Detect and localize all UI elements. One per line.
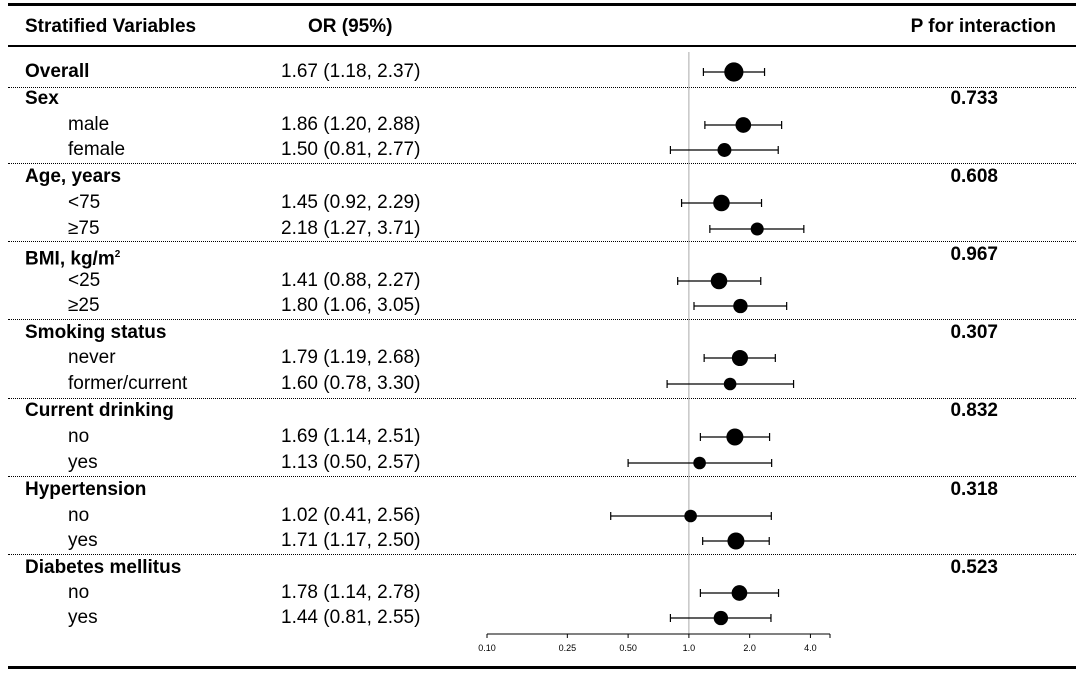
p-interaction-value: 0.733	[950, 88, 998, 109]
or-point	[733, 298, 748, 314]
header-stratified-variables: Stratified Variables	[25, 16, 197, 37]
label-superscript: 2	[114, 249, 121, 260]
or-value: 1.69 (1.14, 2.51)	[281, 426, 421, 447]
subgroup-label: male	[68, 114, 110, 135]
or-value: 1.67 (1.18, 2.37)	[281, 61, 421, 82]
or-value: 1.41 (0.88, 2.27)	[281, 270, 421, 291]
subgroup-label: ≥75	[68, 218, 100, 239]
or-point	[717, 143, 732, 157]
bottom-rule	[8, 666, 1076, 669]
x-tick-label: 4.0	[804, 643, 817, 653]
subgroup-label: yes	[68, 530, 98, 551]
group-separator	[8, 87, 1076, 88]
or-point	[713, 194, 730, 212]
header-p-interaction: P for interaction	[910, 16, 1056, 37]
or-value: 1.44 (0.81, 2.55)	[281, 607, 421, 628]
subgroup-label: yes	[68, 452, 98, 473]
p-interaction-value: 0.318	[950, 479, 998, 500]
or-point	[684, 509, 697, 523]
or-value: 2.18 (1.27, 3.71)	[281, 218, 421, 239]
subgroup-label: <25	[68, 270, 101, 291]
x-tick-label: 2.0	[743, 643, 756, 653]
x-tick-label: 0.50	[619, 643, 637, 653]
subgroup-label: no	[68, 582, 90, 603]
group-label: Hypertension	[25, 479, 147, 500]
x-tick-label: 1.0	[683, 643, 696, 653]
or-point	[727, 532, 745, 550]
p-interaction-value: 0.523	[950, 557, 998, 578]
group-separator	[8, 398, 1076, 399]
subgroup-label: ≥25	[68, 295, 100, 316]
p-interaction-value: 0.608	[950, 166, 998, 187]
p-interaction-value: 0.967	[950, 244, 998, 265]
group-label: BMI, kg/m2	[25, 248, 121, 270]
or-value: 1.71 (1.17, 2.50)	[281, 530, 421, 551]
or-value: 1.86 (1.20, 2.88)	[281, 114, 421, 135]
header-or: OR (95%)	[308, 16, 393, 37]
or-point	[710, 272, 728, 290]
or-point	[724, 62, 744, 82]
or-point	[713, 610, 729, 626]
or-value: 1.50 (0.81, 2.77)	[281, 139, 421, 160]
subgroup-label: <75	[68, 192, 101, 213]
group-separator	[8, 241, 1076, 242]
or-value: 1.13 (0.50, 2.57)	[281, 452, 421, 473]
group-label: Current drinking	[25, 400, 174, 421]
or-point	[731, 585, 748, 601]
or-value: 1.02 (0.41, 2.56)	[281, 505, 421, 526]
group-label: Age, years	[25, 166, 122, 187]
group-label: Diabetes mellitus	[25, 557, 182, 578]
subgroup-label: yes	[68, 607, 98, 628]
group-label: Smoking status	[25, 322, 167, 343]
group-label: Sex	[25, 88, 59, 109]
p-interaction-value: 0.307	[950, 322, 998, 343]
or-point	[731, 349, 748, 367]
group-separator	[8, 319, 1076, 320]
subgroup-label: female	[68, 139, 126, 160]
x-tick-label: 0.25	[559, 643, 577, 653]
or-value: 1.78 (1.14, 2.78)	[281, 582, 421, 603]
group-separator	[8, 554, 1076, 555]
group-separator	[8, 163, 1076, 164]
or-value: 1.45 (0.92, 2.29)	[281, 192, 421, 213]
group-separator	[8, 476, 1076, 477]
or-value: 1.80 (1.06, 3.05)	[281, 295, 421, 316]
subgroup-label: former/current	[68, 373, 188, 394]
group-label: Overall	[25, 61, 90, 82]
subgroup-label: never	[68, 347, 116, 368]
header-rule	[8, 45, 1076, 47]
or-value: 1.60 (0.78, 3.30)	[281, 373, 421, 394]
or-point	[726, 428, 744, 446]
or-point	[723, 377, 737, 391]
or-point	[750, 222, 764, 236]
or-point	[693, 456, 706, 470]
or-point	[735, 117, 752, 133]
subgroup-label: no	[68, 505, 90, 526]
p-interaction-value: 0.832	[950, 400, 998, 421]
top-rule	[8, 3, 1076, 6]
or-value: 1.79 (1.19, 2.68)	[281, 347, 421, 368]
x-tick-label: 0.10	[478, 643, 496, 653]
subgroup-label: no	[68, 426, 90, 447]
